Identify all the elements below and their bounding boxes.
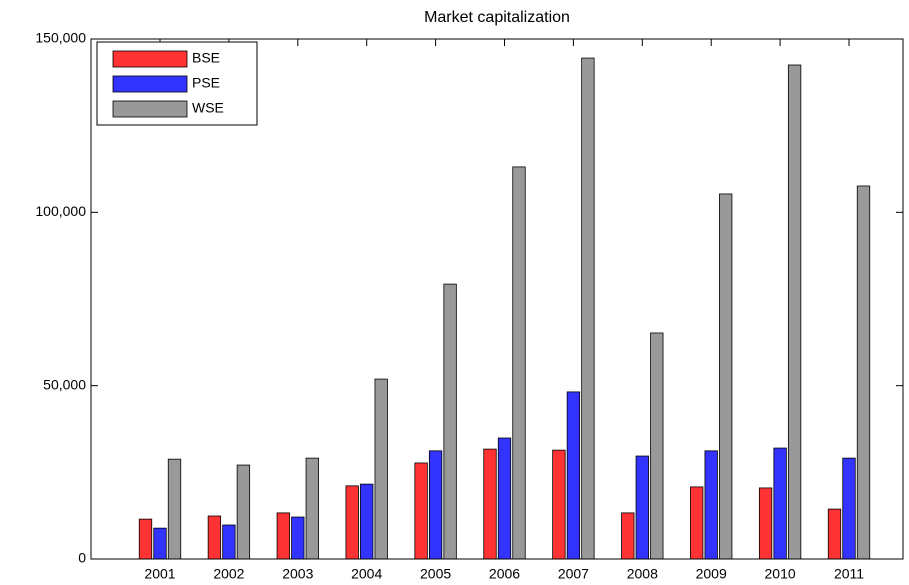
bar [305,457,319,560]
bar [552,449,566,560]
legend-label: BSE [192,50,220,66]
x-tick-label: 2003 [282,566,313,582]
x-tick-label: 2002 [213,566,244,582]
bar [773,447,787,560]
bar [690,486,704,560]
bar [512,166,526,560]
legend-swatch [112,100,188,118]
bar [704,450,718,560]
y-tick-label: 150,000 [35,30,86,46]
bar [443,283,457,560]
bar [414,462,428,560]
y-tick-label: 100,000 [35,203,86,219]
bar [827,508,842,560]
legend-swatch [112,50,188,68]
y-tick-label: 0 [78,550,86,566]
bar [650,332,664,560]
bar [360,483,374,560]
x-tick-label: 2006 [489,566,520,582]
bar [374,378,388,560]
y-tick-label: 50,000 [43,376,86,392]
legend-swatch [112,75,188,93]
legend-label: PSE [192,75,220,91]
bar [856,185,871,560]
x-tick-label: 2011 [834,566,864,582]
plot-frame [90,38,904,560]
bar [291,516,305,560]
bar [621,512,635,560]
x-tick-label: 2001 [144,566,175,582]
bar [581,57,595,560]
x-tick-label: 2004 [351,566,382,582]
bar [138,518,153,560]
bar [153,527,167,560]
bar [758,487,773,560]
x-tick-label: 2008 [627,566,658,582]
bar [222,524,236,560]
bar [566,391,581,560]
bar [167,458,182,560]
bar [719,193,733,560]
bar [787,64,802,560]
legend-label: WSE [192,100,224,116]
x-tick-label: 2010 [765,566,796,582]
bar [635,455,649,560]
bar [428,450,443,560]
bar [483,448,497,560]
bar [345,485,359,560]
bar [207,515,222,560]
bar [236,464,251,560]
x-tick-label: 2005 [420,566,451,582]
bar [842,457,856,560]
bar [276,512,290,560]
x-tick-label: 2007 [558,566,589,582]
chart-title: Market capitalization [424,9,570,26]
x-tick-label: 2009 [696,566,727,582]
bar [497,437,512,560]
